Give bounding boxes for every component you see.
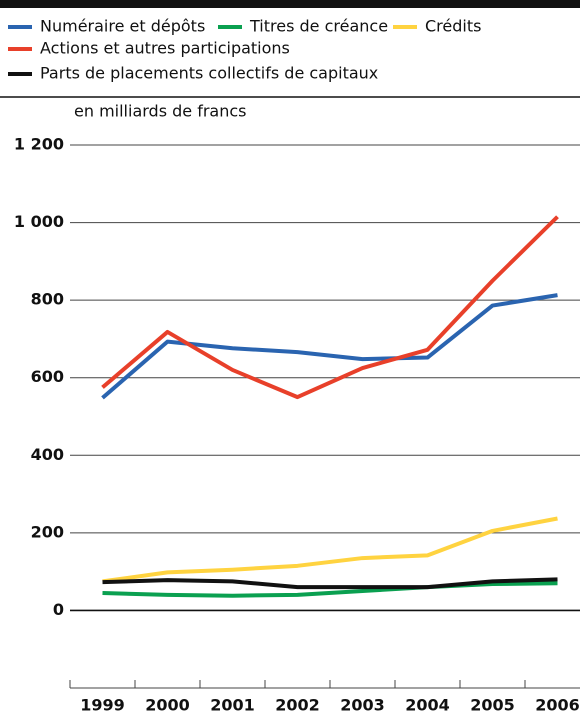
- legend-label: Actions et autres participations: [40, 39, 290, 58]
- subtitle: en milliards de francs: [74, 102, 247, 121]
- y-tick-label: 600: [31, 367, 64, 386]
- series-line: [102, 581, 558, 598]
- legend-label: Parts de placements collectifs de capita…: [40, 64, 378, 83]
- x-tick-label: 2000: [145, 696, 190, 715]
- x-tick-label: 2006: [535, 696, 580, 715]
- y-tick-label: 200: [31, 522, 64, 541]
- series-line: [101, 215, 559, 400]
- y-tick-label: 400: [31, 445, 64, 464]
- top-bar: [0, 0, 580, 8]
- legend-label: Titres de créance: [249, 17, 388, 36]
- x-tick-label: 2001: [210, 696, 255, 715]
- x-tick-label: 1999: [80, 696, 125, 715]
- y-tick-label: 0: [53, 600, 64, 619]
- y-tick-label: 800: [31, 290, 64, 309]
- y-tick-label: 1 200: [14, 135, 64, 154]
- series-line: [101, 293, 558, 400]
- x-tick-label: 2005: [470, 696, 515, 715]
- y-tick-label: 1 000: [14, 212, 64, 231]
- x-tick-label: 2003: [340, 696, 385, 715]
- legend-label: Crédits: [425, 17, 481, 36]
- legend-label: Numéraire et dépôts: [40, 17, 205, 36]
- series-line: [102, 577, 558, 590]
- series-line: [102, 516, 558, 584]
- x-tick-label: 2002: [275, 696, 320, 715]
- x-tick-label: 2004: [405, 696, 450, 715]
